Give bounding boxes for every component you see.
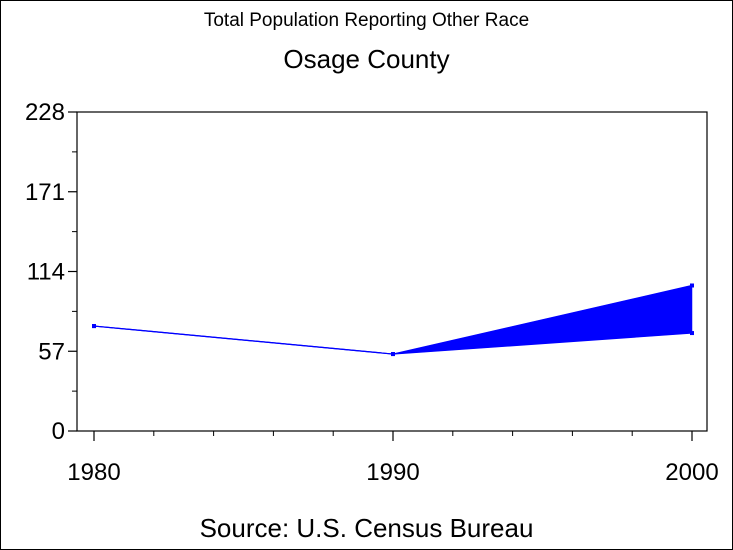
series-range-band [93, 285, 693, 355]
data-point [92, 324, 96, 329]
y-tick-label: 0 [52, 418, 65, 445]
y-tick-label: 57 [38, 338, 65, 365]
data-point [391, 352, 395, 357]
source-note: Source: U.S. Census Bureau [199, 513, 534, 543]
plot-area [76, 111, 708, 432]
x-tick-label: 1980 [67, 459, 120, 486]
y-tick-label: 171 [25, 179, 65, 206]
data-point [690, 331, 694, 336]
chart-subtitle: Osage County [283, 44, 450, 74]
y-tick-label: 114 [27, 259, 65, 286]
y-tick-label: 228 [25, 99, 65, 126]
x-tick-label: 2000 [665, 459, 718, 486]
x-tick-label: 1990 [366, 459, 419, 486]
chart-title: Total Population Reporting Other Race [203, 10, 530, 31]
data-point [690, 283, 694, 288]
